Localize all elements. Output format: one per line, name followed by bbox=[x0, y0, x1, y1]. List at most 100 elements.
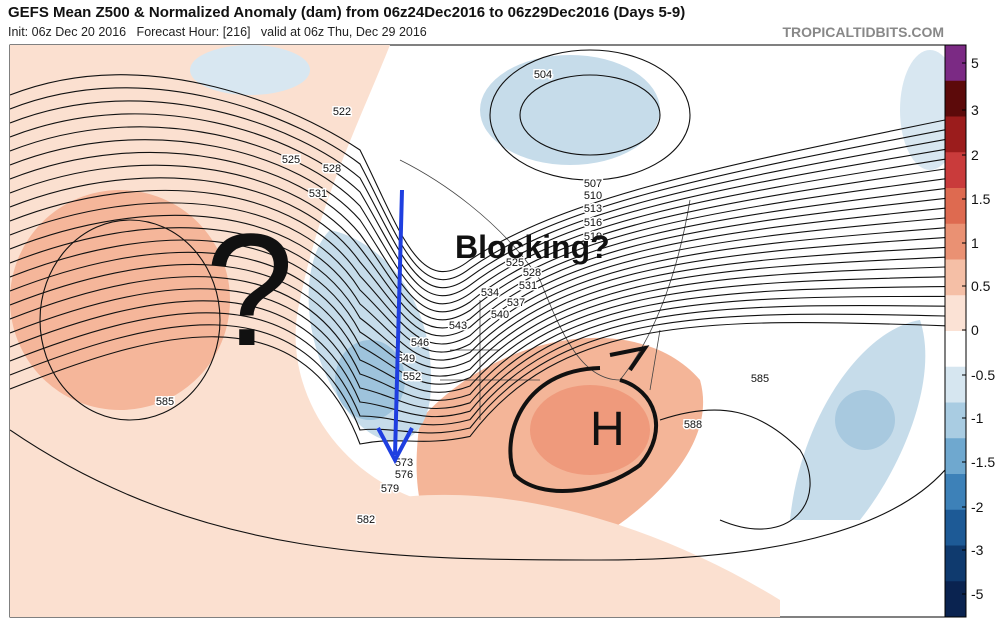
contour-line bbox=[659, 409, 811, 530]
cold-anomaly bbox=[835, 390, 895, 450]
contour-label: 588 bbox=[684, 419, 702, 431]
contour-line bbox=[10, 189, 945, 345]
colorbar-tick-label: 2 bbox=[971, 147, 979, 163]
colorbar-cell bbox=[945, 223, 966, 260]
contour-label: 543 bbox=[449, 320, 467, 332]
colorbar-cell bbox=[945, 116, 966, 153]
trough-arrow bbox=[376, 189, 414, 465]
contour-label: 528 bbox=[323, 163, 341, 175]
colorbar-cell bbox=[945, 331, 966, 368]
cold-anomaly bbox=[480, 55, 660, 165]
map-area: 5045075105135165195225255285315255285315… bbox=[9, 44, 946, 618]
colorbar-cell bbox=[945, 545, 966, 582]
colorbar-cell bbox=[945, 509, 966, 546]
colorbar-cell bbox=[945, 188, 966, 225]
contour-label: 573 bbox=[395, 457, 413, 469]
contour-line bbox=[489, 49, 691, 181]
contour-label: 537 bbox=[507, 297, 525, 309]
colorbar-cell bbox=[945, 366, 966, 403]
colorbar-cell bbox=[945, 295, 966, 332]
contour-label: 525 bbox=[282, 154, 300, 166]
colorbar-cell bbox=[945, 438, 966, 475]
colorbar-tick-label: 0.5 bbox=[971, 278, 991, 294]
contour-label: 534 bbox=[481, 287, 499, 299]
contour-line bbox=[10, 276, 945, 401]
colorbar-tick-label: 1 bbox=[971, 235, 979, 251]
contour-label: 528 bbox=[523, 267, 541, 279]
contour-label: 510 bbox=[584, 190, 602, 202]
colorbar-cell bbox=[945, 80, 966, 117]
contour-line bbox=[519, 74, 661, 156]
contour-line bbox=[10, 286, 945, 410]
contour-label: 585 bbox=[156, 396, 174, 408]
contour-label: 546 bbox=[411, 337, 429, 349]
contour-line bbox=[10, 304, 945, 426]
contour-line bbox=[10, 295, 945, 418]
contour-label: 531 bbox=[309, 188, 327, 200]
contours bbox=[10, 49, 945, 561]
colorbar-tick-label: 1.5 bbox=[971, 191, 991, 207]
contour-line bbox=[10, 87, 945, 281]
colorbar-tick-label: 0 bbox=[971, 322, 979, 338]
contour-line bbox=[10, 429, 945, 561]
colorbar-cell bbox=[945, 259, 966, 296]
colorbar-tick-label: -5 bbox=[971, 586, 984, 602]
subtitle: Init: 06z Dec 20 2016 Forecast Hour: [21… bbox=[8, 25, 427, 39]
contour-line bbox=[39, 219, 221, 421]
contour-label: 525 bbox=[506, 257, 524, 269]
contour-line bbox=[10, 126, 945, 305]
colorbar-cell bbox=[945, 152, 966, 189]
colorbar-tick-label: -1 bbox=[971, 410, 984, 426]
contour-label: 576 bbox=[395, 469, 413, 481]
contour-label: 504 bbox=[534, 69, 552, 81]
warm-anomaly bbox=[380, 494, 780, 617]
contour-line bbox=[10, 164, 945, 329]
colorbar-tick-label: -0.5 bbox=[971, 367, 995, 383]
contour-line bbox=[10, 227, 945, 369]
contour-line bbox=[10, 177, 945, 337]
colorbar-tick-label: -3 bbox=[971, 542, 984, 558]
borders bbox=[399, 159, 691, 420]
contour-line bbox=[10, 113, 945, 297]
contour-line bbox=[10, 251, 945, 385]
contour-label: 579 bbox=[381, 483, 399, 495]
contour-label: 552 bbox=[403, 371, 421, 383]
colorbar-tick-label: 3 bbox=[971, 102, 979, 118]
contour-line bbox=[10, 313, 945, 434]
colorbar-frame bbox=[944, 44, 967, 618]
contour-line bbox=[10, 151, 945, 321]
colorbar: 5 3 2 1.5 1 0.5 0 -0.5 -1 -1.5 -2 -3 -5 bbox=[944, 44, 995, 618]
colorbar-cell bbox=[945, 474, 966, 511]
cold-anomaly bbox=[190, 45, 310, 95]
contour-label: 531 bbox=[519, 280, 537, 292]
contour-line bbox=[10, 74, 945, 273]
title: GEFS Mean Z500 & Normalized Anomaly (dam… bbox=[8, 4, 685, 21]
colorbar-tick-label: -1.5 bbox=[971, 454, 995, 470]
colorbar-cell bbox=[945, 45, 966, 82]
colorbar-cell bbox=[945, 402, 966, 439]
contour-line bbox=[10, 321, 945, 445]
contour-label: 522 bbox=[333, 106, 351, 118]
high-annotation: H bbox=[590, 403, 625, 456]
blocking-annotation: Blocking? bbox=[455, 229, 610, 265]
warm-anomaly bbox=[530, 385, 650, 475]
contour-line bbox=[10, 202, 945, 353]
contour-label: 540 bbox=[491, 309, 509, 321]
contour-line bbox=[10, 100, 945, 289]
contour-label: 582 bbox=[357, 514, 375, 526]
contour-label: 519 bbox=[584, 231, 602, 243]
colorbar-cell bbox=[945, 581, 966, 618]
contour-label: 513 bbox=[584, 203, 602, 215]
contour-line bbox=[10, 239, 945, 377]
high-circle bbox=[508, 345, 658, 493]
colorbar-tick-label: 5 bbox=[971, 55, 979, 71]
question-annotation: ? bbox=[205, 200, 294, 379]
contour-line bbox=[10, 214, 945, 361]
contour-line bbox=[10, 263, 945, 393]
contour-label: 507 bbox=[584, 178, 602, 190]
credit: TROPICALTIDBITS.COM bbox=[782, 24, 944, 40]
contour-line bbox=[10, 139, 945, 313]
contour-label: 549 bbox=[397, 353, 415, 365]
